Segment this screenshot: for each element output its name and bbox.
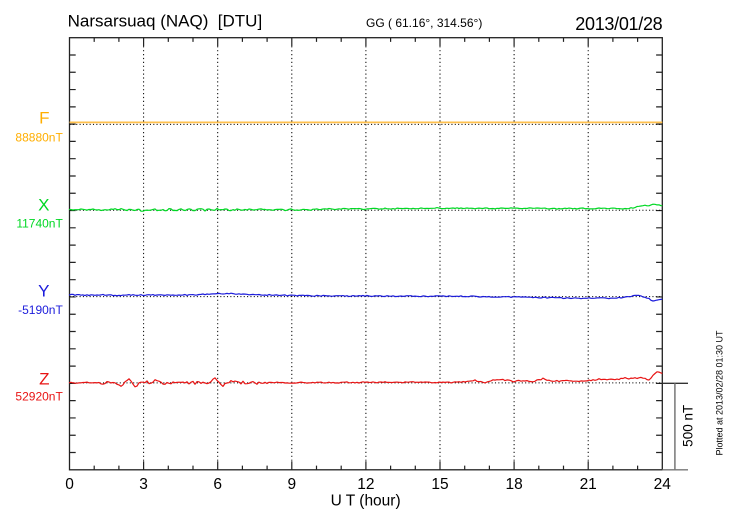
svg-text:3: 3 <box>139 476 148 493</box>
svg-text:15: 15 <box>431 476 448 493</box>
svg-text:2013/01/28: 2013/01/28 <box>575 14 662 34</box>
svg-text:U T (hour): U T (hour) <box>331 493 401 510</box>
svg-text:500 nT: 500 nT <box>680 405 695 447</box>
svg-text:11740nT: 11740nT <box>16 217 63 231</box>
svg-text:0: 0 <box>65 476 74 493</box>
svg-text:Plotted at 2013/02/28 01:30 UT: Plotted at 2013/02/28 01:30 UT <box>715 330 725 456</box>
svg-text:X: X <box>38 196 49 215</box>
svg-text:9: 9 <box>287 476 296 493</box>
svg-text:24: 24 <box>654 476 672 493</box>
svg-text:21: 21 <box>580 476 597 493</box>
svg-text:Narsarsuaq (NAQ) [DTU]: Narsarsuaq (NAQ) [DTU] <box>68 12 263 31</box>
svg-text:6: 6 <box>213 476 222 493</box>
svg-text:GG ( 61.16°, 314.56°): GG ( 61.16°, 314.56°) <box>366 16 482 30</box>
svg-text:12: 12 <box>357 476 374 493</box>
svg-text:18: 18 <box>505 476 522 493</box>
svg-text:88880nT: 88880nT <box>15 131 63 145</box>
svg-text:Z: Z <box>39 370 49 389</box>
svg-text:52920nT: 52920nT <box>15 390 63 404</box>
svg-text:F: F <box>39 109 49 128</box>
svg-text:-5190nT: -5190nT <box>18 303 63 317</box>
svg-text:Y: Y <box>38 282 49 301</box>
